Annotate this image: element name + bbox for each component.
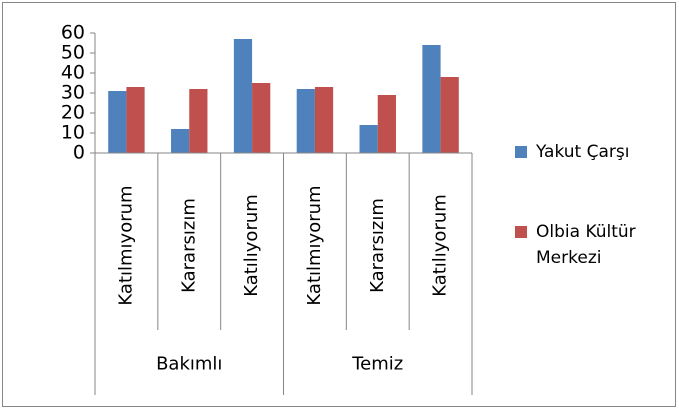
bar	[108, 91, 127, 153]
x-tick-label: Katılmıyorum	[304, 185, 325, 305]
bar	[189, 89, 208, 153]
y-tick-label: 40	[61, 62, 85, 84]
legend-label: Yakut Çarşı	[536, 142, 630, 162]
legend-swatch	[515, 226, 527, 238]
x-tick-label: Kararsızım	[367, 198, 388, 293]
bar	[296, 89, 315, 153]
bar	[422, 45, 441, 153]
legend-label: Olbia Kültür Merkezi	[536, 222, 636, 268]
bar	[126, 87, 145, 153]
bar	[440, 77, 459, 153]
legend-swatch	[515, 146, 527, 158]
bar	[233, 39, 253, 153]
y-tick-label: 60	[61, 22, 85, 44]
x-tick-label: Katılıyorum	[430, 194, 451, 297]
x-tick-label: Kararsızım	[178, 198, 199, 293]
y-tick-label: 10	[61, 122, 85, 144]
bar	[377, 95, 396, 153]
y-tick-label: 20	[61, 102, 85, 124]
y-tick-label: 30	[61, 82, 85, 104]
group-label: Bakımlı	[156, 354, 222, 375]
x-tick-label: Katılmıyorum	[115, 185, 136, 305]
bar	[171, 129, 190, 153]
group-label: Temiz	[351, 354, 403, 375]
y-tick-label: 50	[61, 42, 85, 64]
bar	[359, 125, 378, 153]
bar	[252, 83, 271, 153]
bar	[314, 87, 334, 153]
y-tick-label: 0	[73, 142, 85, 164]
x-tick-label: Katılıyorum	[241, 194, 262, 297]
